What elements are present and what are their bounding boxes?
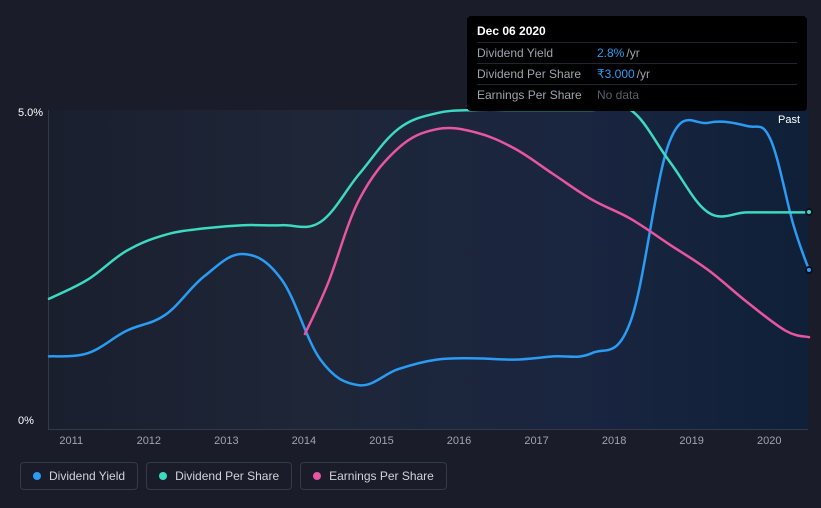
tooltip-row-unit: /yr [637, 67, 650, 81]
legend-label: Dividend Per Share [175, 469, 279, 483]
legend-dot-icon [33, 472, 41, 480]
tooltip-row: Earnings Per ShareNo data [477, 84, 797, 105]
x-axis-label: 2017 [524, 435, 548, 447]
plot-area[interactable]: Past [48, 110, 808, 430]
x-axis-label: 2019 [679, 435, 703, 447]
legend-label: Earnings Per Share [329, 469, 434, 483]
legend: Dividend Yield Dividend Per Share Earnings… [20, 462, 447, 490]
tooltip-row-label: Dividend Per Share [477, 67, 597, 81]
y-axis-max-label: 5.0% [18, 107, 43, 119]
tooltip-date: Dec 06 2020 [477, 22, 797, 42]
tooltip-row-label: Earnings Per Share [477, 88, 597, 102]
x-axis-label: 2014 [292, 435, 316, 447]
chart-lines [49, 110, 808, 429]
legend-dot-icon [159, 472, 167, 480]
tooltip-row: Dividend Yield2.8% /yr [477, 42, 797, 63]
tooltip-row-label: Dividend Yield [477, 46, 597, 60]
x-axis-label: 2015 [369, 435, 393, 447]
dividend_per_share-line [49, 106, 809, 299]
tooltip: Dec 06 2020 Dividend Yield2.8% /yrDivide… [467, 16, 807, 111]
legend-item[interactable]: Dividend Yield [20, 462, 138, 490]
dividend_yield-line [49, 120, 809, 385]
tooltip-row-unit: /yr [626, 46, 639, 60]
x-axis-label: 2016 [447, 435, 471, 447]
x-axis-label: 2012 [137, 435, 161, 447]
earnings_per_share-line [305, 128, 809, 337]
x-axis-label: 2013 [214, 435, 238, 447]
tooltip-row-value: 2.8% [597, 46, 624, 60]
tooltip-row-value: ₹3.000 [597, 67, 635, 81]
x-axis-label: 2018 [602, 435, 626, 447]
y-axis-min-label: 0% [18, 415, 34, 427]
tooltip-row-value: No data [597, 88, 639, 102]
dividend_yield-end-dot [805, 266, 813, 274]
x-axis-label: 2011 [59, 435, 83, 447]
legend-label: Dividend Yield [49, 469, 125, 483]
dividend_per_share-end-dot [805, 208, 813, 216]
x-axis-label: 2020 [757, 435, 781, 447]
legend-dot-icon [313, 472, 321, 480]
legend-item[interactable]: Dividend Per Share [146, 462, 292, 490]
legend-item[interactable]: Earnings Per Share [300, 462, 447, 490]
tooltip-row: Dividend Per Share₹3.000 /yr [477, 63, 797, 84]
